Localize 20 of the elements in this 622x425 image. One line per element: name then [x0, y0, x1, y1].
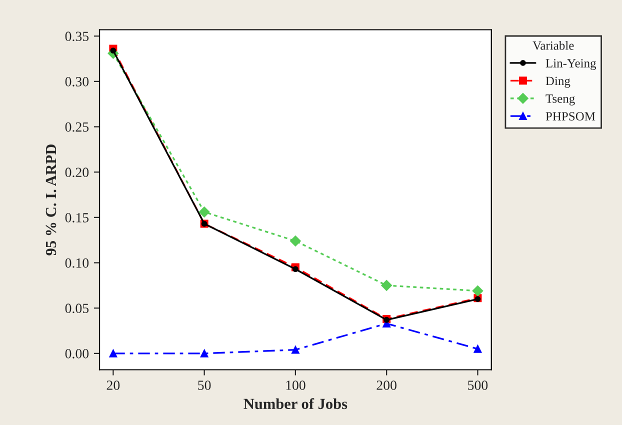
y-tick-label: 0.00	[65, 349, 89, 358]
y-tick-label: 0.25	[65, 122, 89, 132]
y-tick-label: 0.20	[65, 168, 89, 178]
y-axis-title: 95 % C. I. ARPD	[46, 144, 56, 256]
y-tick-label: 0.35	[65, 32, 89, 42]
y-tick-label: 0.15	[65, 213, 89, 222]
x-tick-label: 100	[286, 380, 306, 390]
legend-label: PHPSOM	[546, 112, 596, 121]
x-tick-label: 20	[106, 380, 120, 390]
x-tick-label: 200	[376, 380, 396, 390]
legend-label: Lin-Yeing	[546, 59, 596, 70]
legend-title: Variable	[532, 41, 574, 50]
y-tick-label: 0.10	[65, 258, 89, 268]
x-axis-title: Number of Jobs	[244, 398, 348, 410]
legend-label: Ding	[546, 76, 570, 88]
y-tick-label: 0.30	[65, 77, 89, 86]
legend-label: Tseng	[546, 94, 575, 106]
y-tick-label: 0.05	[65, 304, 89, 314]
x-tick-label: 500	[468, 380, 488, 390]
x-tick-label: 50	[198, 380, 211, 390]
